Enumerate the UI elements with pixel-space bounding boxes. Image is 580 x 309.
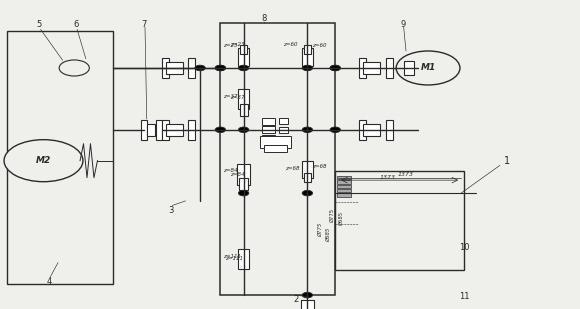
Bar — [279, 136, 288, 141]
Bar — [262, 118, 275, 125]
Bar — [239, 178, 248, 190]
Text: z=68: z=68 — [285, 166, 300, 171]
Bar — [262, 126, 275, 133]
Bar — [166, 124, 183, 136]
Bar — [337, 193, 351, 197]
Bar — [359, 58, 366, 78]
Bar — [302, 161, 313, 178]
Circle shape — [330, 65, 340, 71]
Text: z=111: z=111 — [225, 256, 243, 260]
Text: z=37: z=37 — [223, 94, 238, 99]
Bar — [337, 180, 351, 184]
Bar — [335, 171, 464, 270]
Bar — [359, 120, 366, 140]
Circle shape — [396, 51, 460, 85]
Bar — [220, 23, 335, 295]
Bar — [162, 120, 169, 140]
Circle shape — [238, 65, 249, 71]
Bar — [238, 249, 249, 269]
Text: z=68: z=68 — [312, 164, 327, 169]
Bar — [279, 118, 288, 124]
Bar — [302, 48, 313, 66]
Bar — [237, 164, 250, 185]
Text: 8: 8 — [261, 14, 267, 23]
Text: 4: 4 — [46, 277, 52, 286]
Text: M2: M2 — [36, 156, 51, 165]
Bar — [240, 104, 248, 116]
Circle shape — [4, 140, 83, 182]
Bar — [147, 124, 154, 136]
Bar — [337, 176, 351, 179]
Bar — [337, 185, 351, 188]
Text: z=60: z=60 — [312, 43, 327, 48]
Bar — [238, 48, 249, 66]
Text: z=84: z=84 — [230, 172, 245, 177]
Text: 6: 6 — [74, 20, 79, 29]
Text: 11: 11 — [459, 292, 469, 301]
Bar — [264, 145, 287, 152]
Text: z=23: z=23 — [223, 43, 238, 48]
Bar — [188, 120, 195, 140]
Bar — [162, 58, 169, 78]
Bar — [240, 45, 247, 54]
Circle shape — [330, 127, 340, 133]
Bar — [304, 173, 311, 182]
Circle shape — [195, 65, 205, 71]
Text: 7: 7 — [141, 20, 147, 29]
Text: 3: 3 — [168, 205, 174, 215]
Circle shape — [302, 127, 313, 133]
Text: Ø775: Ø775 — [330, 208, 335, 222]
Bar — [156, 120, 162, 140]
Circle shape — [302, 190, 313, 196]
Bar — [238, 89, 249, 109]
Bar — [188, 58, 195, 78]
Text: 1373: 1373 — [397, 172, 414, 177]
Text: z=23: z=23 — [230, 42, 245, 47]
Circle shape — [302, 65, 313, 71]
Bar — [363, 124, 380, 136]
Bar — [301, 300, 314, 309]
Bar — [363, 62, 380, 74]
Circle shape — [238, 127, 249, 133]
Text: 2: 2 — [293, 295, 299, 304]
Text: Ø775: Ø775 — [318, 223, 323, 237]
Text: z=60: z=60 — [283, 42, 298, 47]
Bar — [304, 45, 311, 54]
Circle shape — [330, 65, 340, 71]
Bar — [386, 120, 393, 140]
Circle shape — [59, 60, 89, 76]
Text: M1: M1 — [420, 63, 436, 73]
Text: 5: 5 — [37, 20, 42, 29]
Bar — [141, 120, 147, 140]
Bar — [166, 62, 183, 74]
Circle shape — [215, 65, 226, 71]
Text: Ø685: Ø685 — [326, 228, 331, 242]
Circle shape — [302, 292, 313, 298]
Bar — [259, 136, 291, 148]
Circle shape — [215, 65, 226, 71]
Text: z=84: z=84 — [223, 168, 238, 173]
Bar — [7, 31, 113, 284]
Bar — [337, 189, 351, 192]
Text: 1: 1 — [505, 156, 510, 166]
Text: 10: 10 — [459, 243, 469, 252]
Circle shape — [215, 127, 226, 133]
Text: 9: 9 — [400, 20, 406, 29]
Text: 1373: 1373 — [380, 175, 396, 180]
Text: Ø685: Ø685 — [339, 211, 343, 225]
Bar — [262, 135, 275, 142]
Bar — [404, 61, 414, 75]
Bar — [386, 58, 393, 78]
Text: z=37: z=37 — [230, 95, 245, 100]
Circle shape — [238, 190, 249, 196]
Text: z=111: z=111 — [223, 254, 241, 259]
Bar — [279, 127, 288, 133]
